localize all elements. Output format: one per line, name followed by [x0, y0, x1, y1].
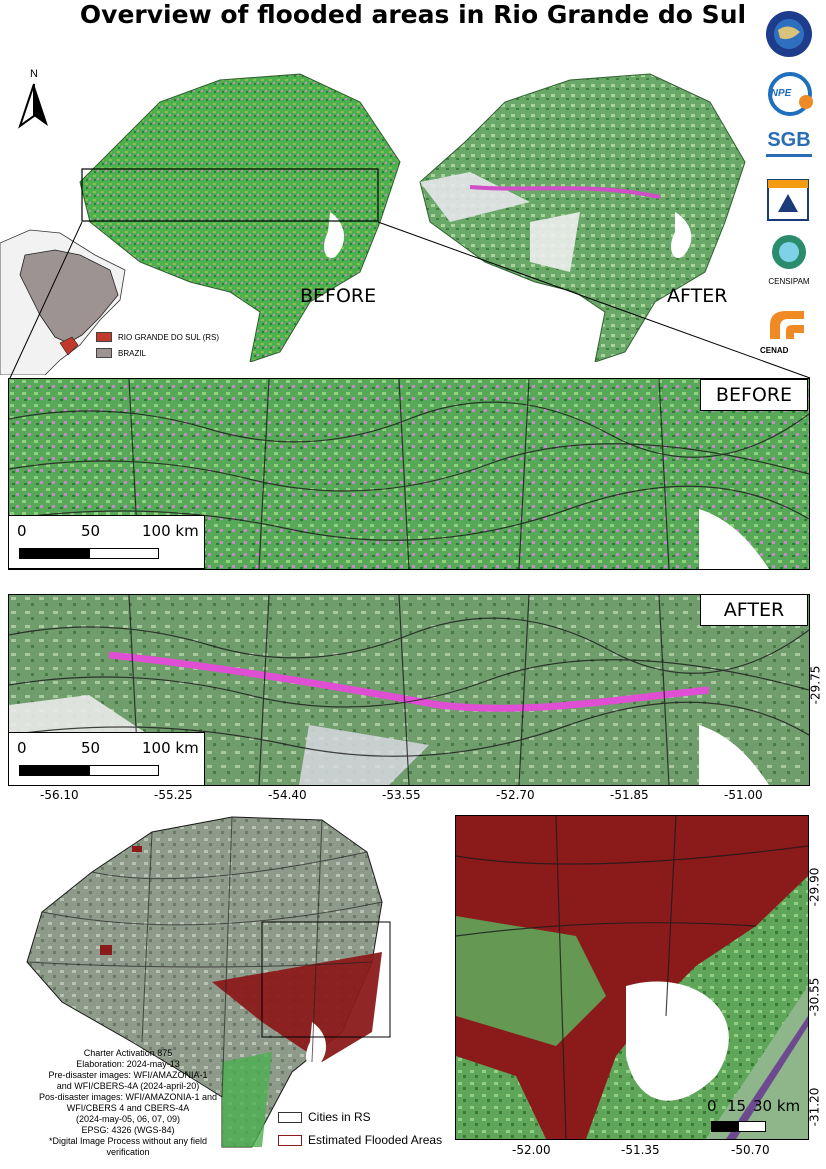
sgb-logo: SGB: [760, 125, 818, 177]
before-strip-label: BEFORE: [700, 379, 808, 411]
cenad-text: CENAD: [760, 346, 789, 355]
censipam-text: CENSIPAM: [768, 277, 810, 286]
lat-label: -30.55: [807, 977, 822, 1017]
note-line: Elaboration: 2024-may-13: [76, 1059, 180, 1069]
cities-legend-label: Cities in RS: [308, 1110, 371, 1124]
lon-label: -51.35: [621, 1143, 660, 1157]
rs-legend-label: RIO GRANDE DO SUL (RS): [118, 332, 220, 342]
censipam-icon: [772, 235, 806, 269]
scale-tick-30: 30 km: [753, 1097, 801, 1115]
page-title: Overview of flooded areas in Rio Grande …: [79, 0, 747, 29]
before-overview-map: [79, 73, 401, 362]
lon-label: -50.70: [731, 1143, 770, 1157]
zoom-extent-box: [261, 921, 391, 1038]
scale-tick-50: 50: [81, 739, 101, 757]
globe-icon: [766, 11, 812, 57]
legend-flood: Estimated Flooded Areas: [278, 1133, 442, 1147]
legend-cities: Cities in RS: [278, 1110, 371, 1124]
censipam-logo: CENSIPAM: [760, 232, 818, 286]
cenad-logo: CENAD: [760, 305, 818, 357]
note-line: Pre-disaster images: WFI/AMAZONIA-1: [48, 1070, 208, 1080]
red-patch-2: [100, 945, 112, 955]
after-overview-map: [419, 73, 746, 362]
scale-tick-0: 0: [707, 1097, 717, 1115]
note-line: (2024-may-05, 06, 07, 09): [75, 1114, 181, 1124]
north-arrow: N: [14, 68, 54, 130]
brazil-inset-map: [0, 229, 126, 375]
inset-legend-rs: RIO GRANDE DO SUL (RS): [96, 332, 219, 342]
scale-tick-0: 0: [17, 739, 27, 757]
lon-label: -52.00: [512, 1143, 551, 1157]
defesa-civil-logo: [760, 178, 818, 230]
after-strip-label: AFTER: [700, 594, 808, 626]
inset-legend-brazil: BRAZIL: [96, 348, 146, 358]
note-line: and WFI/CBERS-4A (2024-april-20): [56, 1081, 200, 1091]
before-scale-bar: 0 50 100 km: [8, 515, 205, 569]
before-map-label: BEFORE: [300, 285, 377, 307]
lat-label: -29.90: [807, 867, 822, 907]
north-label: N: [30, 68, 38, 80]
scale-tick-15: 15: [727, 1097, 747, 1115]
note-line: Pos-disaster images: WFI/AMAZONIA-1 and: [38, 1092, 218, 1102]
scale-tick-100: 100 km: [142, 522, 199, 540]
lon-label: -52.70: [496, 788, 535, 802]
lon-label: -56.10: [40, 788, 79, 802]
zoom-flood-image: [456, 816, 808, 1139]
after-scale-bar: 0 50 100 km: [8, 732, 205, 786]
rs-flood-map: [26, 816, 391, 1148]
lon-label: -51.00: [724, 788, 763, 802]
scale-tick-0: 0: [17, 522, 27, 540]
note-line: Charter Activation 875: [83, 1048, 173, 1058]
lon-label: -51.85: [610, 788, 649, 802]
inpe-logo: INPE: [760, 68, 818, 120]
brazil-swatch: [96, 348, 112, 358]
note-line: *Digital Image Process without any field: [48, 1136, 208, 1146]
zoom-flood-map: [455, 815, 809, 1140]
lon-label: -55.25: [154, 788, 193, 802]
zoom-scale-bar: 0 15 30 km: [705, 1097, 800, 1137]
cenad-icon: [770, 311, 804, 339]
north-arrow-icon: [18, 83, 48, 129]
map-notes: Charter Activation 875 Elaboration: 2024…: [8, 1048, 248, 1158]
note-line: WFI/CBERS 4 and CBERS-4A: [66, 1103, 190, 1113]
charter-logo: [760, 8, 818, 60]
red-patch-1: [132, 846, 142, 852]
cities-swatch: [278, 1111, 302, 1123]
lat-label: -29.75: [808, 665, 823, 705]
connector-lines: [9, 221, 811, 379]
flood-swatch: [278, 1134, 302, 1146]
after-map-label: AFTER: [667, 285, 728, 307]
sgb-text: SGB: [767, 129, 811, 151]
brazil-legend-label: BRAZIL: [118, 348, 147, 358]
defesa-civil-icon: [767, 179, 809, 221]
rs-swatch: [96, 332, 112, 342]
scale-tick-100: 100 km: [142, 739, 199, 757]
lon-label: -53.55: [382, 788, 421, 802]
lon-label: -54.40: [268, 788, 307, 802]
inpe-text: INPE: [768, 88, 792, 99]
note-line: verification: [106, 1147, 150, 1157]
note-line: EPSG: 4326 (WGS-84): [81, 1125, 175, 1135]
scale-tick-50: 50: [81, 522, 101, 540]
zoom-extent-box: [81, 168, 379, 222]
inpe-icon: [768, 72, 813, 116]
flood-legend-label: Estimated Flooded Areas: [308, 1133, 443, 1147]
lat-label: -31.20: [807, 1087, 822, 1127]
